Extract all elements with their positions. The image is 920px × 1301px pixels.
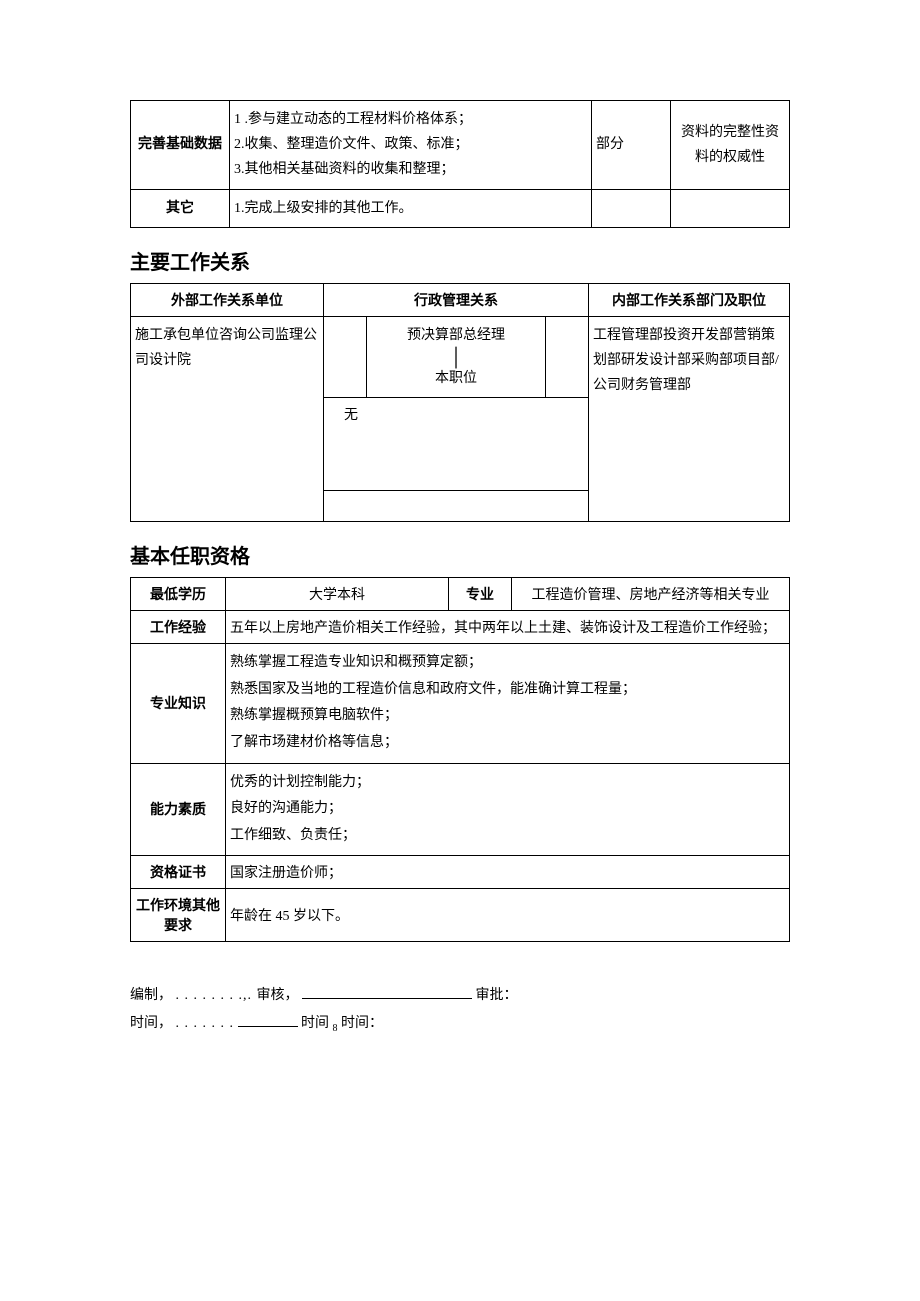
- col-header-internal: 内部工作关系部门及职位: [589, 283, 790, 316]
- sig-time-label-2: 时间: [301, 1016, 329, 1031]
- table-row: 施工承包单位咨询公司监理公司设计院 预决算部总经理 │ 本职位 工程管理部投资开…: [131, 316, 790, 397]
- table-row: 其它 1.完成上级安排的其他工作。: [131, 189, 790, 227]
- row-label: 其它: [131, 189, 230, 227]
- empty-cell: [324, 491, 589, 522]
- document-page: 完善基础数据 1 .参与建立动态的工程材料价格体系； 2.收集、整理造价文件、政…: [0, 0, 920, 1099]
- table-row: 资格证书 国家注册造价师；: [131, 856, 790, 889]
- sig-time-label-3: 时间：: [341, 1016, 383, 1031]
- exp-value: 五年以上房地产造价相关工作经验，其中两年以上土建、装饰设计及工程造价工作经验；: [226, 611, 790, 644]
- knowledge-line: 了解市场建材价格等信息；: [230, 730, 785, 757]
- knowledge-value: 熟练掌握工程造专业知识和概预算定额； 熟悉国家及当地的工程造价信息和政府文件，能…: [226, 644, 790, 763]
- col-header-admin: 行政管理关系: [324, 283, 589, 316]
- spacer-cell: [546, 316, 589, 397]
- signature-line-2: 时间， . . . . . . . 时间 8 时间：: [130, 1010, 790, 1039]
- underline-fill: [238, 1012, 298, 1027]
- table-row: 专业知识 熟练掌握工程造专业知识和概预算定额； 熟悉国家及当地的工程造价信息和政…: [131, 644, 790, 763]
- col-header-external: 外部工作关系单位: [131, 283, 324, 316]
- knowledge-label: 专业知识: [131, 644, 226, 763]
- hier-top: 预决算部总经理: [371, 323, 541, 348]
- major-label: 专业: [449, 578, 512, 611]
- row-col3: 部分: [592, 101, 671, 190]
- relations-heading: 主要工作关系: [130, 246, 790, 275]
- dots-fill: . . . . . . . .,.: [176, 988, 257, 1003]
- ability-line: 良好的沟通能力；: [230, 796, 785, 823]
- row-col3: [592, 189, 671, 227]
- relations-table: 外部工作关系单位 行政管理关系 内部工作关系部门及职位 施工承包单位咨询公司监理…: [130, 283, 790, 522]
- hier-bottom: 本职位: [371, 366, 541, 391]
- sig-sub: 8: [333, 1023, 338, 1034]
- sig-review-label: 审核，: [257, 988, 299, 1003]
- ability-line: 工作细致、负责任；: [230, 823, 785, 850]
- qualifications-table: 最低学历 大学本科 专业 工程造价管理、房地产经济等相关专业 工作经验 五年以上…: [130, 577, 790, 942]
- table-row: 工作环境其他要求 年龄在 45 岁以下。: [131, 889, 790, 942]
- ability-line: 优秀的计划控制能力；: [230, 770, 785, 797]
- cert-value: 国家注册造价师；: [226, 856, 790, 889]
- knowledge-line: 熟练掌握概预算电脑软件；: [230, 703, 785, 730]
- row-content: 1.完成上级安排的其他工作。: [230, 189, 592, 227]
- table-row: 最低学历 大学本科 专业 工程造价管理、房地产经济等相关专业: [131, 578, 790, 611]
- duties-table: 完善基础数据 1 .参与建立动态的工程材料价格体系； 2.收集、整理造价文件、政…: [130, 100, 790, 228]
- internal-cell: 工程管理部投资开发部营销策划部研发设计部采购部项目部/公司财务管理部: [589, 316, 790, 521]
- env-value: 年龄在 45 岁以下。: [226, 889, 790, 942]
- sig-time-label-1: 时间，: [130, 1016, 172, 1031]
- row-label: 完善基础数据: [131, 101, 230, 190]
- ability-value: 优秀的计划控制能力； 良好的沟通能力； 工作细致、负责任；: [226, 763, 790, 856]
- qualifications-heading: 基本任职资格: [130, 540, 790, 569]
- hier-none-text: 无: [344, 408, 358, 423]
- hier-line-icon: │: [371, 348, 541, 366]
- row-content: 1 .参与建立动态的工程材料价格体系； 2.收集、整理造价文件、政策、标准； 3…: [230, 101, 592, 190]
- cert-label: 资格证书: [131, 856, 226, 889]
- hier-none-cell: 无: [324, 398, 589, 491]
- external-cell: 施工承包单位咨询公司监理公司设计院: [131, 316, 324, 521]
- edu-value: 大学本科: [226, 578, 449, 611]
- row-col4: [671, 189, 790, 227]
- knowledge-line: 熟练掌握工程造专业知识和概预算定额；: [230, 650, 785, 677]
- spacer-cell: [324, 316, 367, 397]
- table-row: 能力素质 优秀的计划控制能力； 良好的沟通能力； 工作细致、负责任；: [131, 763, 790, 856]
- hierarchy-cell: 预决算部总经理 │ 本职位: [367, 316, 546, 397]
- env-label: 工作环境其他要求: [131, 889, 226, 942]
- table-row: 完善基础数据 1 .参与建立动态的工程材料价格体系； 2.收集、整理造价文件、政…: [131, 101, 790, 190]
- sig-approve-label: 审批：: [476, 988, 518, 1003]
- ability-label: 能力素质: [131, 763, 226, 856]
- row-col4: 资料的完整性资料的权威性: [671, 101, 790, 190]
- edu-label: 最低学历: [131, 578, 226, 611]
- major-value: 工程造价管理、房地产经济等相关专业: [512, 578, 790, 611]
- sig-edit-label: 编制，: [130, 988, 172, 1003]
- table-row: 工作经验 五年以上房地产造价相关工作经验，其中两年以上土建、装饰设计及工程造价工…: [131, 611, 790, 644]
- dots-fill: . . . . . . .: [176, 1016, 235, 1031]
- knowledge-line: 熟悉国家及当地的工程造价信息和政府文件，能准确计算工程量；: [230, 677, 785, 704]
- underline-fill: [302, 984, 472, 999]
- table-header-row: 外部工作关系单位 行政管理关系 内部工作关系部门及职位: [131, 283, 790, 316]
- exp-label: 工作经验: [131, 611, 226, 644]
- signature-line-1: 编制， . . . . . . . .,. 审核， 审批：: [130, 982, 790, 1010]
- signature-block: 编制， . . . . . . . .,. 审核， 审批： 时间， . . . …: [130, 982, 790, 1039]
